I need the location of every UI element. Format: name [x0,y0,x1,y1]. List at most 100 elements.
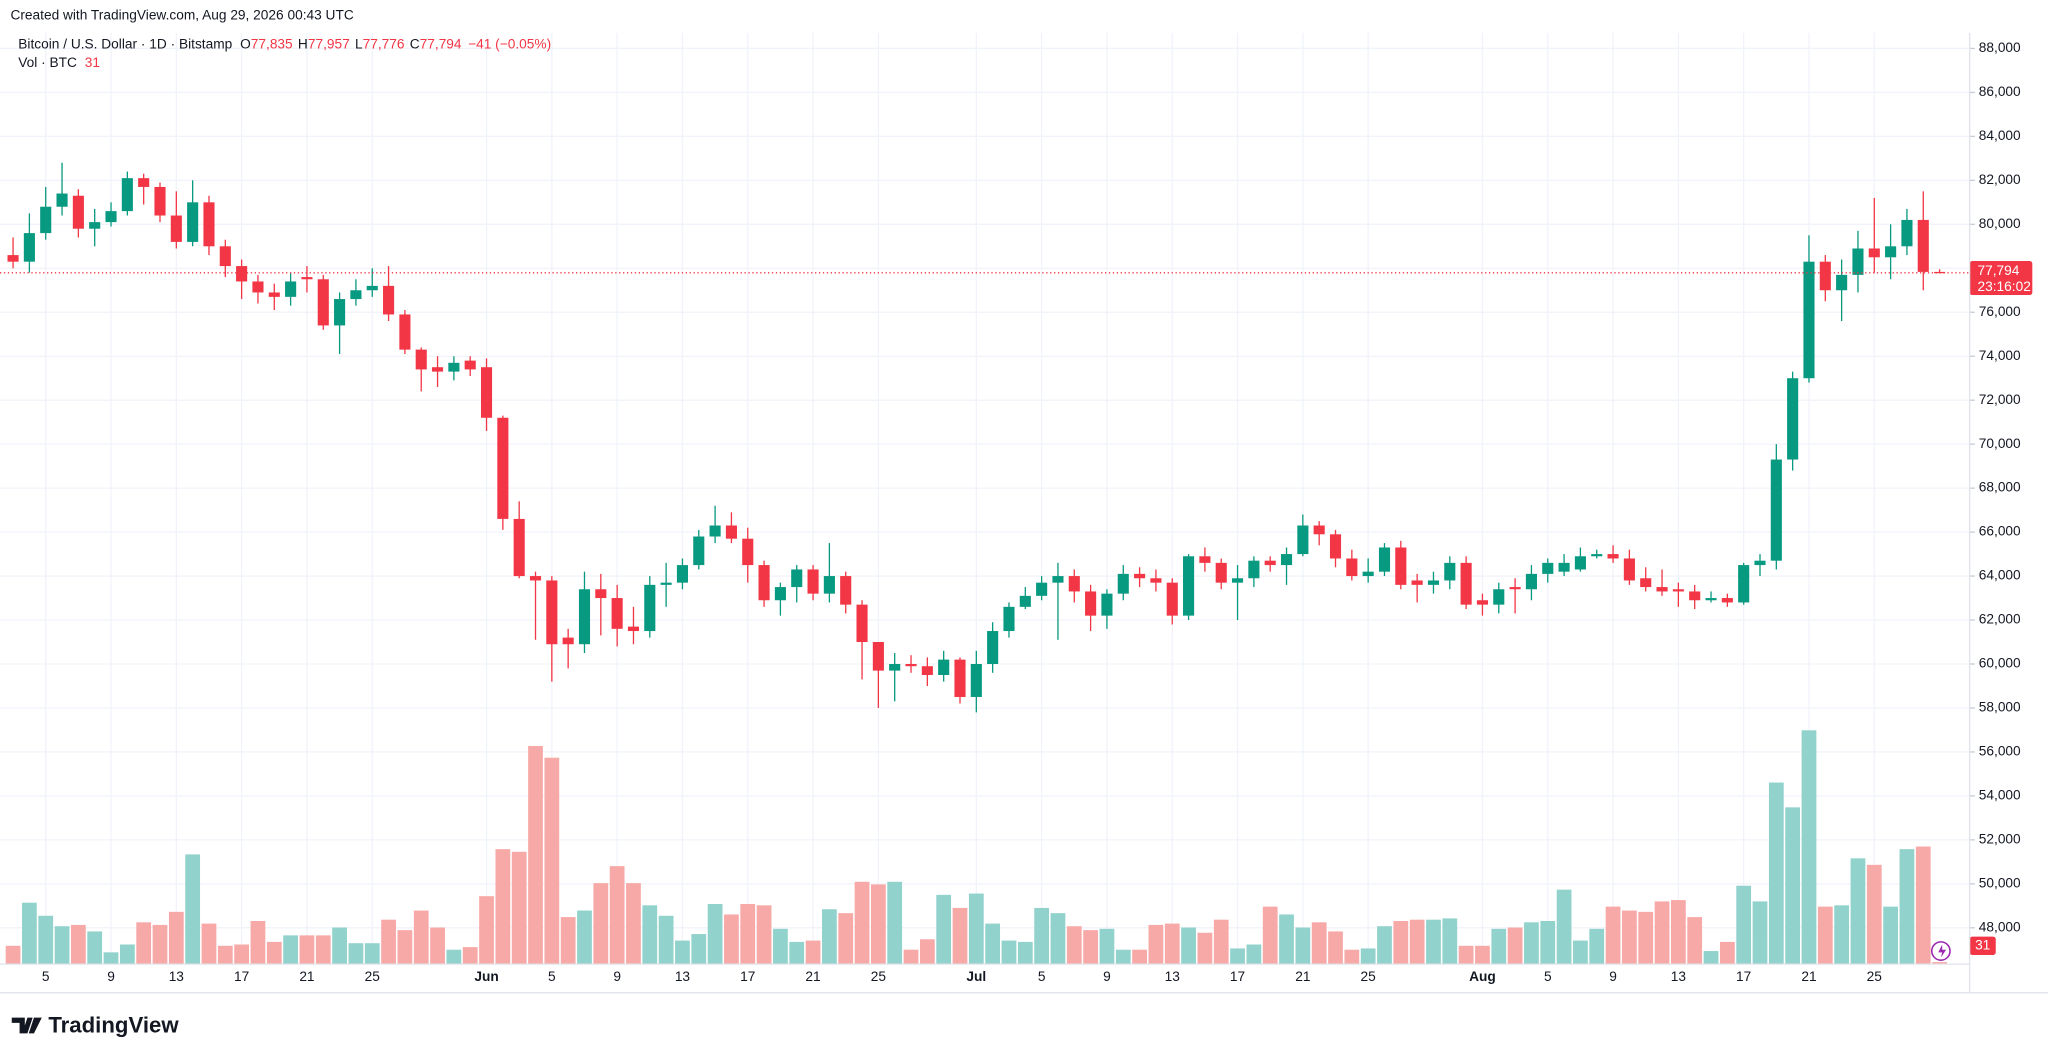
volume-bar [283,935,298,965]
volume-bar [70,924,86,965]
volume-bar [968,893,984,965]
volume-bar [773,928,788,965]
candle-body [1836,274,1848,291]
x-tick-label: Jun [474,969,498,984]
volume-bar [1850,858,1866,965]
x-tick-label: 17 [234,969,249,984]
volume-bar [1197,932,1213,965]
candle-body [105,211,117,223]
candle-body [938,659,950,675]
volume-bar [1360,948,1376,965]
candle-body [236,266,248,282]
x-tick-label: Jul [966,969,986,984]
volume-bar [1687,917,1703,965]
change: −41 (−0.05%) [468,36,551,51]
y-tick-label: 74,000 [1979,348,2021,363]
candle-body [725,525,737,539]
candle-body [546,580,558,645]
candle-body [1509,587,1521,590]
volume-bar [707,904,723,965]
candle-body [350,290,362,300]
volume-pane [5,730,1947,965]
volume-bar [1801,730,1817,965]
volume-bar [1034,907,1050,965]
x-tick-label: 9 [613,969,621,984]
volume-bar [560,917,576,965]
y-tick-label: 58,000 [1979,700,2021,715]
candle-body [1558,562,1570,572]
candle-body [970,664,982,697]
volume-bar [152,924,168,965]
x-tick-label: 13 [1165,969,1181,984]
candle-body [1460,562,1472,605]
volume-bar [593,883,609,965]
candle-body [480,367,493,418]
ohlc-label: C [410,36,420,51]
volume-tag [1969,936,1996,955]
y-tick-label: 48,000 [1979,919,2021,934]
candle-body [1215,562,1227,583]
candle-body [56,193,68,207]
candle-body [1199,556,1211,563]
axes: 48,000 50,000 52,000 54,000 56,000 58,000 60,0… [0,40,2033,984]
logo-icon [11,1017,42,1034]
volume-bar [903,949,919,965]
volume-bar [479,896,494,965]
volume-bar [1817,906,1833,965]
candle-body [285,281,297,297]
candle-body [334,299,346,326]
candle-body [1329,534,1342,559]
volume-bar [1932,962,1947,965]
candle-body [1607,554,1619,559]
x-tick-label: 13 [675,969,691,984]
volume-bar [1148,924,1164,965]
volume-bar [38,915,54,965]
volume-bar [528,745,543,965]
candle-body [1134,573,1146,579]
volume-bar [870,884,886,965]
volume-bar [5,945,21,965]
candle-body [366,285,378,291]
volume-bar [1491,928,1507,965]
x-tick-label: 25 [1867,969,1883,984]
y-tick-label: 56,000 [1979,744,2021,759]
candle-body [791,569,803,588]
volume-bar [201,923,217,965]
x-tick-label: 5 [548,969,556,984]
volume-bar [1752,901,1768,965]
candle-body [252,281,264,293]
candle-body [154,186,166,216]
candle-body [203,202,215,247]
volume-bar [626,883,641,965]
volume-bar [1066,926,1082,965]
candle-body [1640,578,1652,588]
candle-body [1297,525,1309,555]
candle-body [1917,219,1929,272]
y-tick-label: 50,000 [1979,875,2021,890]
candle-body [23,233,35,262]
volume-bar [1524,922,1539,965]
volume-bar [1001,940,1017,965]
volume-bar [1409,919,1425,965]
candle-body [1411,580,1423,585]
volume-bar [658,915,674,965]
volume-bar [789,941,805,965]
volume-bar [168,911,184,965]
volume-bar [740,904,756,965]
candle-body [1672,589,1684,592]
x-tick-label: 9 [107,969,115,984]
volume-bar [691,934,707,965]
candle-body [644,584,656,632]
candle-body [1346,558,1358,577]
candle-body [1705,598,1717,601]
volume-bar [1866,864,1882,965]
volume-bar [511,851,527,965]
volume-bar [756,905,772,965]
candle-body [578,589,591,645]
volume-bar [985,923,1001,965]
candle-body [1770,459,1782,561]
candle-body [1721,598,1733,603]
volume-bar [1164,923,1180,965]
